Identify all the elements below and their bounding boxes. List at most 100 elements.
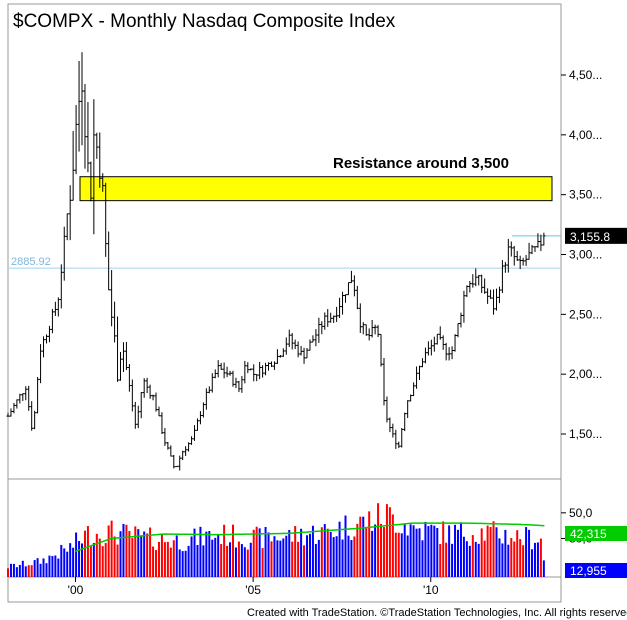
volume-bar (406, 535, 409, 577)
price-bar (397, 441, 401, 449)
volume-bar (63, 548, 66, 577)
volume-bar (380, 523, 383, 577)
volume-bar (507, 544, 510, 577)
volume-bar (291, 541, 294, 577)
volume-bar (297, 541, 300, 577)
volume-bar (199, 526, 202, 577)
volume-bar (184, 550, 187, 577)
time-axis-tick-label: '05 (245, 583, 261, 597)
time-axis: '00 '05 '10 (68, 577, 439, 597)
price-bar (320, 321, 324, 335)
volume-bar (457, 529, 459, 577)
price-bar (376, 325, 380, 338)
price-bar (533, 246, 537, 252)
volume-bar (51, 556, 54, 577)
volume-bar (382, 527, 385, 577)
volume-bar (131, 538, 134, 577)
price-bar (338, 297, 342, 318)
price-bar (130, 379, 134, 412)
volume-bar (525, 527, 528, 577)
volume-bar (134, 526, 137, 577)
price-bar (542, 232, 546, 246)
volume-bar (483, 540, 486, 577)
price-bar (453, 334, 457, 352)
volume-bar (471, 535, 474, 577)
price-bar (198, 411, 202, 425)
price-bar (406, 400, 410, 419)
volume-bar (48, 555, 51, 577)
price-bar (6, 412, 10, 417)
price-bar (231, 370, 235, 387)
price-bar (15, 399, 19, 409)
volume-bar (448, 525, 451, 577)
price-bar (53, 301, 57, 316)
price-bar (370, 320, 374, 338)
volume-bar (30, 565, 33, 577)
volume-bar (486, 525, 489, 577)
price-bar (450, 346, 454, 360)
volume-bar (394, 532, 397, 577)
volume-bar (78, 540, 81, 577)
price-bar (447, 347, 451, 361)
volume-bar (119, 531, 122, 577)
volume-bar (385, 504, 388, 577)
volume-bar (98, 538, 101, 577)
volume-bar (36, 558, 39, 577)
volume-bar (536, 542, 539, 577)
volume-bar (350, 540, 353, 577)
price-bar (145, 377, 149, 394)
volume-bar (314, 543, 317, 577)
volume-bar (7, 568, 9, 577)
price-bar (432, 336, 436, 352)
price-bar (98, 132, 102, 188)
volume-bar (344, 515, 347, 577)
price-bar (373, 324, 377, 335)
volume-bar (178, 549, 181, 577)
volume-bar (86, 526, 89, 577)
price-bar (506, 238, 510, 273)
price-bar (80, 52, 84, 146)
price-axis-tick-label: 4,00... (569, 128, 602, 142)
price-bar (59, 264, 63, 309)
volume-bar (18, 564, 21, 577)
price-bar (62, 226, 66, 281)
price-bar (249, 368, 253, 371)
volume-bar (208, 531, 211, 577)
volume-bar (533, 542, 536, 577)
volume-bar (157, 541, 160, 577)
volume-bar (388, 507, 391, 577)
price-bar (39, 344, 43, 384)
volume-bar (282, 538, 285, 577)
price-bar (272, 361, 276, 370)
price-bar (36, 376, 40, 414)
volume-bar (498, 538, 501, 577)
price-bar (349, 270, 353, 284)
volume-moving-average (75, 522, 545, 553)
volume-bar (368, 511, 371, 577)
price-bar (323, 312, 327, 330)
volume-bar (542, 560, 545, 577)
volume-bar (205, 531, 208, 577)
volume-bar (190, 536, 193, 577)
volume-bar (163, 542, 166, 577)
price-bar (148, 384, 152, 399)
volume-bar (501, 543, 504, 577)
volume-bar (9, 563, 12, 577)
volume-bar (223, 524, 226, 577)
volume-bar (181, 551, 184, 577)
price-bar (415, 366, 419, 389)
price-bar (42, 336, 46, 358)
volume-bar (128, 530, 131, 577)
price-bar (379, 333, 383, 367)
price-bar (539, 234, 543, 252)
price-bar (113, 301, 117, 343)
volume-bar (255, 526, 258, 577)
price-axis-tick-label: 2,50... (569, 307, 602, 321)
volume-bar (474, 541, 477, 577)
volume-bar (477, 543, 480, 577)
price-bar (465, 285, 469, 297)
last-volume-tag: 12,955 (565, 563, 627, 578)
volume-bar (95, 533, 98, 577)
volume-bar (214, 537, 217, 577)
volume-bar (522, 545, 525, 577)
